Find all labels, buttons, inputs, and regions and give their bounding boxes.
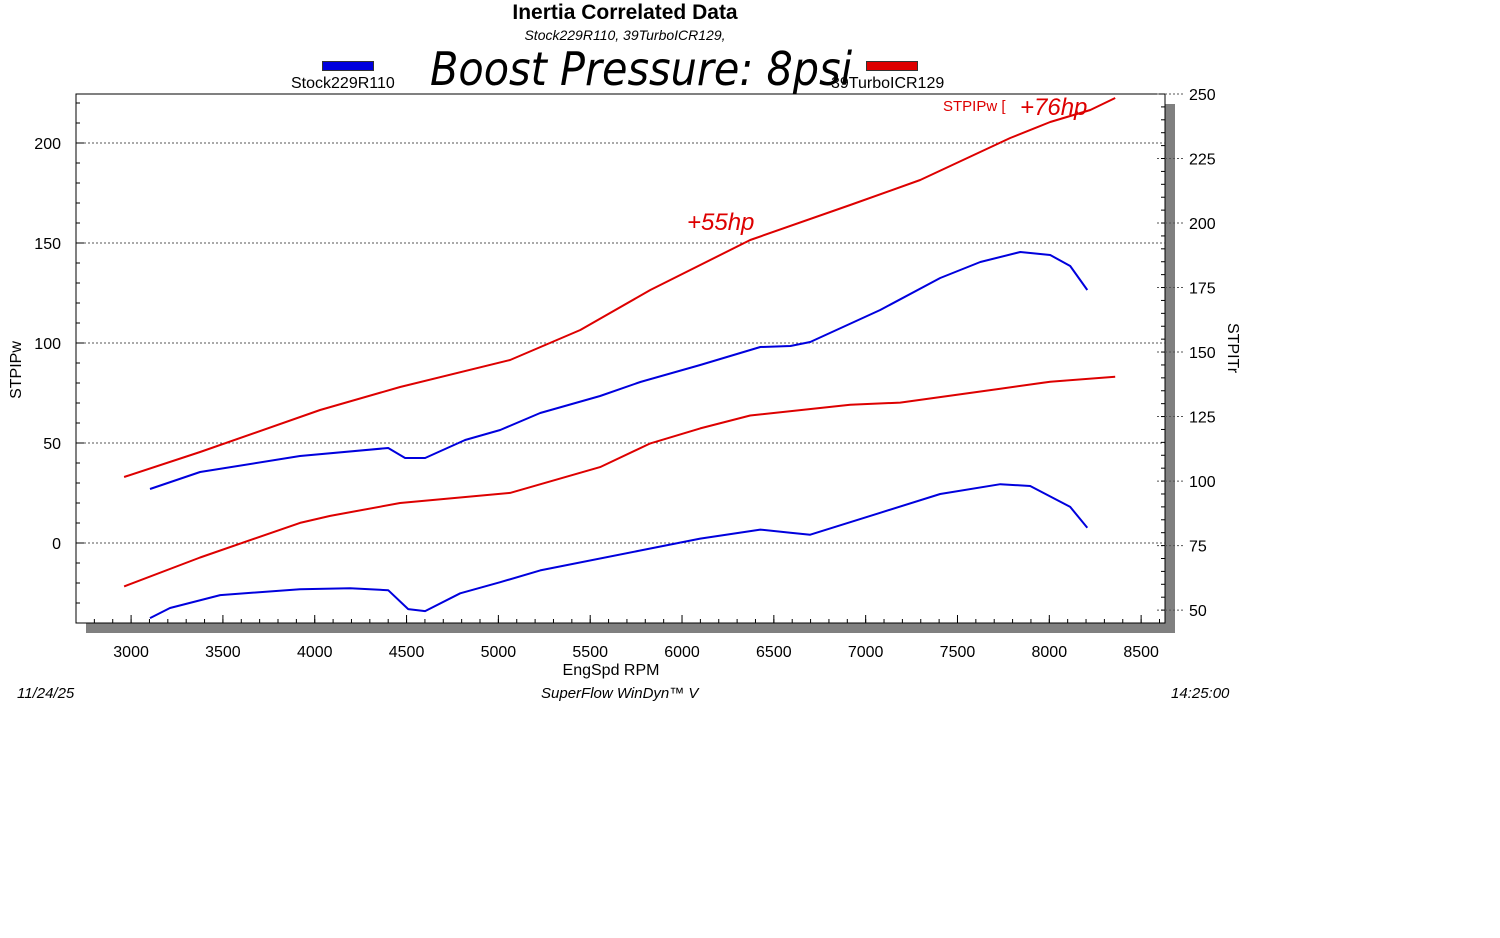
annotation-stpipw: STPIPw [: [943, 98, 1006, 115]
series-line-3: [149, 483, 1089, 619]
series-line-2: [123, 375, 1116, 588]
y-axis-left-label: STPIPw: [8, 341, 25, 399]
legend-swatch-turbo: [866, 61, 918, 71]
legend-swatch-stock: [322, 61, 374, 71]
x-tick-label: 5000: [481, 644, 517, 661]
y-right-tick-label: 200: [1189, 216, 1216, 233]
annotation-55hp: +55hp: [687, 209, 754, 236]
y-right-tick-label: 75: [1189, 539, 1207, 556]
x-axis-label: EngSpd RPM: [563, 662, 660, 679]
x-tick-label: 8500: [1123, 644, 1159, 661]
x-tick-label: 6000: [664, 644, 700, 661]
series-line-0: [123, 97, 1116, 478]
plot-shadow-bottom: [86, 623, 1175, 633]
y-left-tick-label: 200: [34, 136, 61, 153]
footer-date: 11/24/25: [17, 685, 75, 702]
y-right-tick-label: 125: [1189, 410, 1216, 427]
x-tick-label: 3500: [205, 644, 241, 661]
y-left-tick-label: 150: [34, 236, 61, 253]
chart-title: Inertia Correlated Data: [512, 1, 738, 24]
annotation-76hp: +76hp: [1020, 94, 1087, 121]
x-tick-label: 8000: [1032, 644, 1068, 661]
y-right-tick-label: 50: [1189, 603, 1207, 620]
x-tick-label: 4500: [389, 644, 425, 661]
footer-software: SuperFlow WinDyn™ V: [541, 685, 699, 702]
x-tick-label: 5500: [572, 644, 608, 661]
y-right-tick-label: 250: [1189, 87, 1216, 104]
x-tick-label: 4000: [297, 644, 333, 661]
series-line-1: [149, 251, 1089, 490]
legend-label-stock: Stock229R110: [291, 75, 395, 92]
legend-label-turbo: 39TurboICR129: [831, 75, 945, 92]
plot-area: [75, 93, 1166, 624]
y-right-tick-label: 175: [1189, 281, 1216, 298]
x-tick-label: 7000: [848, 644, 884, 661]
plot-shadow-right: [1165, 104, 1175, 633]
y-right-tick-label: 225: [1189, 152, 1216, 169]
x-tick-label: 6500: [756, 644, 792, 661]
x-tick-label: 7500: [940, 644, 976, 661]
y-axis-right-label: STPITr: [1224, 323, 1241, 374]
footer-time: 14:25:00: [1171, 685, 1230, 702]
y-left-tick-label: 0: [52, 536, 61, 553]
chart-subtitle: Stock229R110, 39TurboICR129,: [524, 27, 726, 43]
y-right-tick-label: 100: [1189, 474, 1216, 491]
y-right-tick-label: 150: [1189, 345, 1216, 362]
x-tick-label: 3000: [113, 644, 149, 661]
y-left-tick-label: 100: [34, 336, 61, 353]
boost-banner: Boost Pressure: 8psi: [430, 42, 853, 96]
y-left-tick-label: 50: [43, 436, 61, 453]
